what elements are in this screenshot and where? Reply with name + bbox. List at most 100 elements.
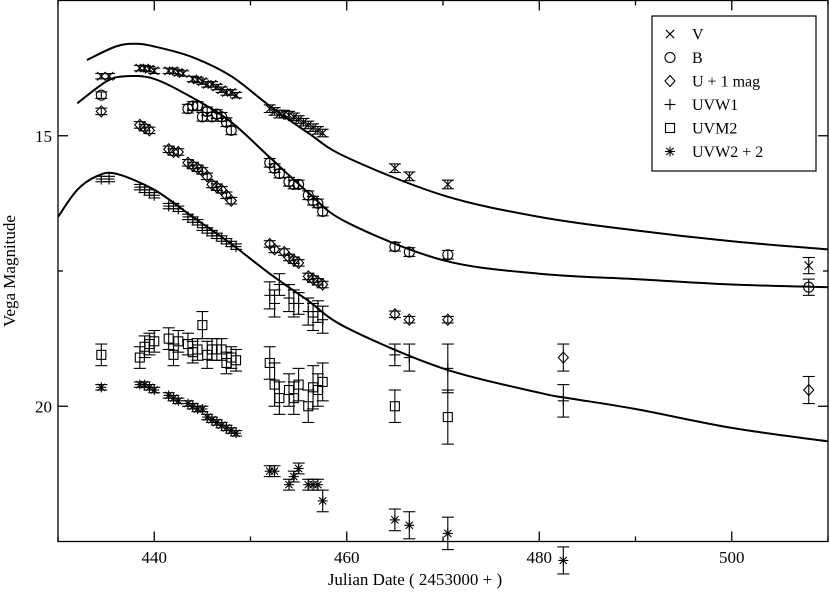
data-point [216,344,227,355]
legend-label: U + 1 mag [692,74,760,91]
legend-box [651,15,817,172]
data-point [95,105,108,118]
data-point [231,428,242,439]
data-point [442,249,454,261]
data-point [284,479,294,490]
data-point [225,194,237,207]
data-point [269,297,281,309]
data-point [103,173,115,185]
data-point [201,170,213,183]
data-point [442,412,453,423]
data-point [225,124,237,136]
data-point [403,352,415,364]
data-point [197,403,208,414]
legend-label: B [692,50,703,67]
legend-entry: U + 1 mag [664,74,760,91]
legend-marker [664,74,676,88]
data-point [274,109,284,119]
x-tick-label: 460 [334,548,360,567]
data-point [104,71,114,81]
data-point [557,351,570,364]
data-point [231,355,242,366]
data-point [404,171,414,181]
legend-entry: UVW2 + 2 [665,144,763,161]
data-point [303,120,313,130]
series-star [95,379,570,575]
data-point [293,178,305,190]
data-point [312,479,323,490]
series-x [95,63,815,275]
axis-ticks: 440 460 480 500 15 20 [35,0,829,567]
legend-entry: B [664,50,703,67]
data-point [149,66,159,76]
data-point [317,314,329,326]
data-point [390,163,400,173]
data-point [558,555,569,566]
legend-entry: UVM2 [664,121,737,138]
data-point [298,117,309,127]
data-point [231,90,241,100]
data-point [288,471,299,482]
legend-marker [664,99,676,110]
data-point [192,100,204,112]
data-point [293,379,304,390]
data-point [803,281,815,293]
data-point [220,116,232,128]
data-point [172,145,185,159]
data-point [149,385,160,396]
data-point [289,112,299,122]
data-point [389,349,401,361]
data-point [274,393,285,404]
legend-marker [665,29,675,39]
x-tick-label: 440 [142,548,168,567]
data-point [308,123,318,133]
legend-marker [664,51,676,64]
legend-entry: V [665,27,704,44]
data-point [144,64,155,74]
data-point [168,349,179,360]
data-point [178,68,188,79]
series-circle [95,89,815,296]
data-point [273,168,285,180]
y-tick-label: 15 [35,127,52,146]
data-point [403,313,416,327]
data-point [283,292,295,304]
data-point [143,124,156,137]
legend-marker [664,122,676,134]
legend-label: UVW2 + 2 [692,144,763,161]
data-point [389,401,400,412]
series-diamond [95,105,815,405]
data-point [96,349,107,360]
data-point [293,463,304,474]
data-point [284,110,294,120]
data-point [173,336,184,347]
x-tick-label: 500 [719,548,745,567]
data-point [389,514,400,525]
legend-label: V [692,27,704,44]
data-point [292,256,305,270]
data-point [167,145,180,159]
data-point [293,297,305,309]
series-square [95,311,454,445]
data-point [313,125,323,135]
data-points [95,63,815,575]
data-point [96,382,107,393]
data-point [317,376,328,387]
data-point [442,528,453,539]
data-point [442,362,454,374]
data-point [294,114,304,125]
data-point [317,205,329,218]
y-tick-label: 20 [35,397,52,416]
data-point [312,306,324,318]
model-curve [86,42,828,251]
data-point [317,495,328,506]
legend-entry: UVW1 [664,97,738,114]
data-point [404,520,415,531]
data-point [230,241,242,253]
x-axis-label: Julian Date ( 2453000 + ) [328,570,502,589]
data-point [302,306,314,318]
legend-label: UVW1 [692,97,738,114]
data-point [804,261,814,271]
data-point [312,197,324,209]
